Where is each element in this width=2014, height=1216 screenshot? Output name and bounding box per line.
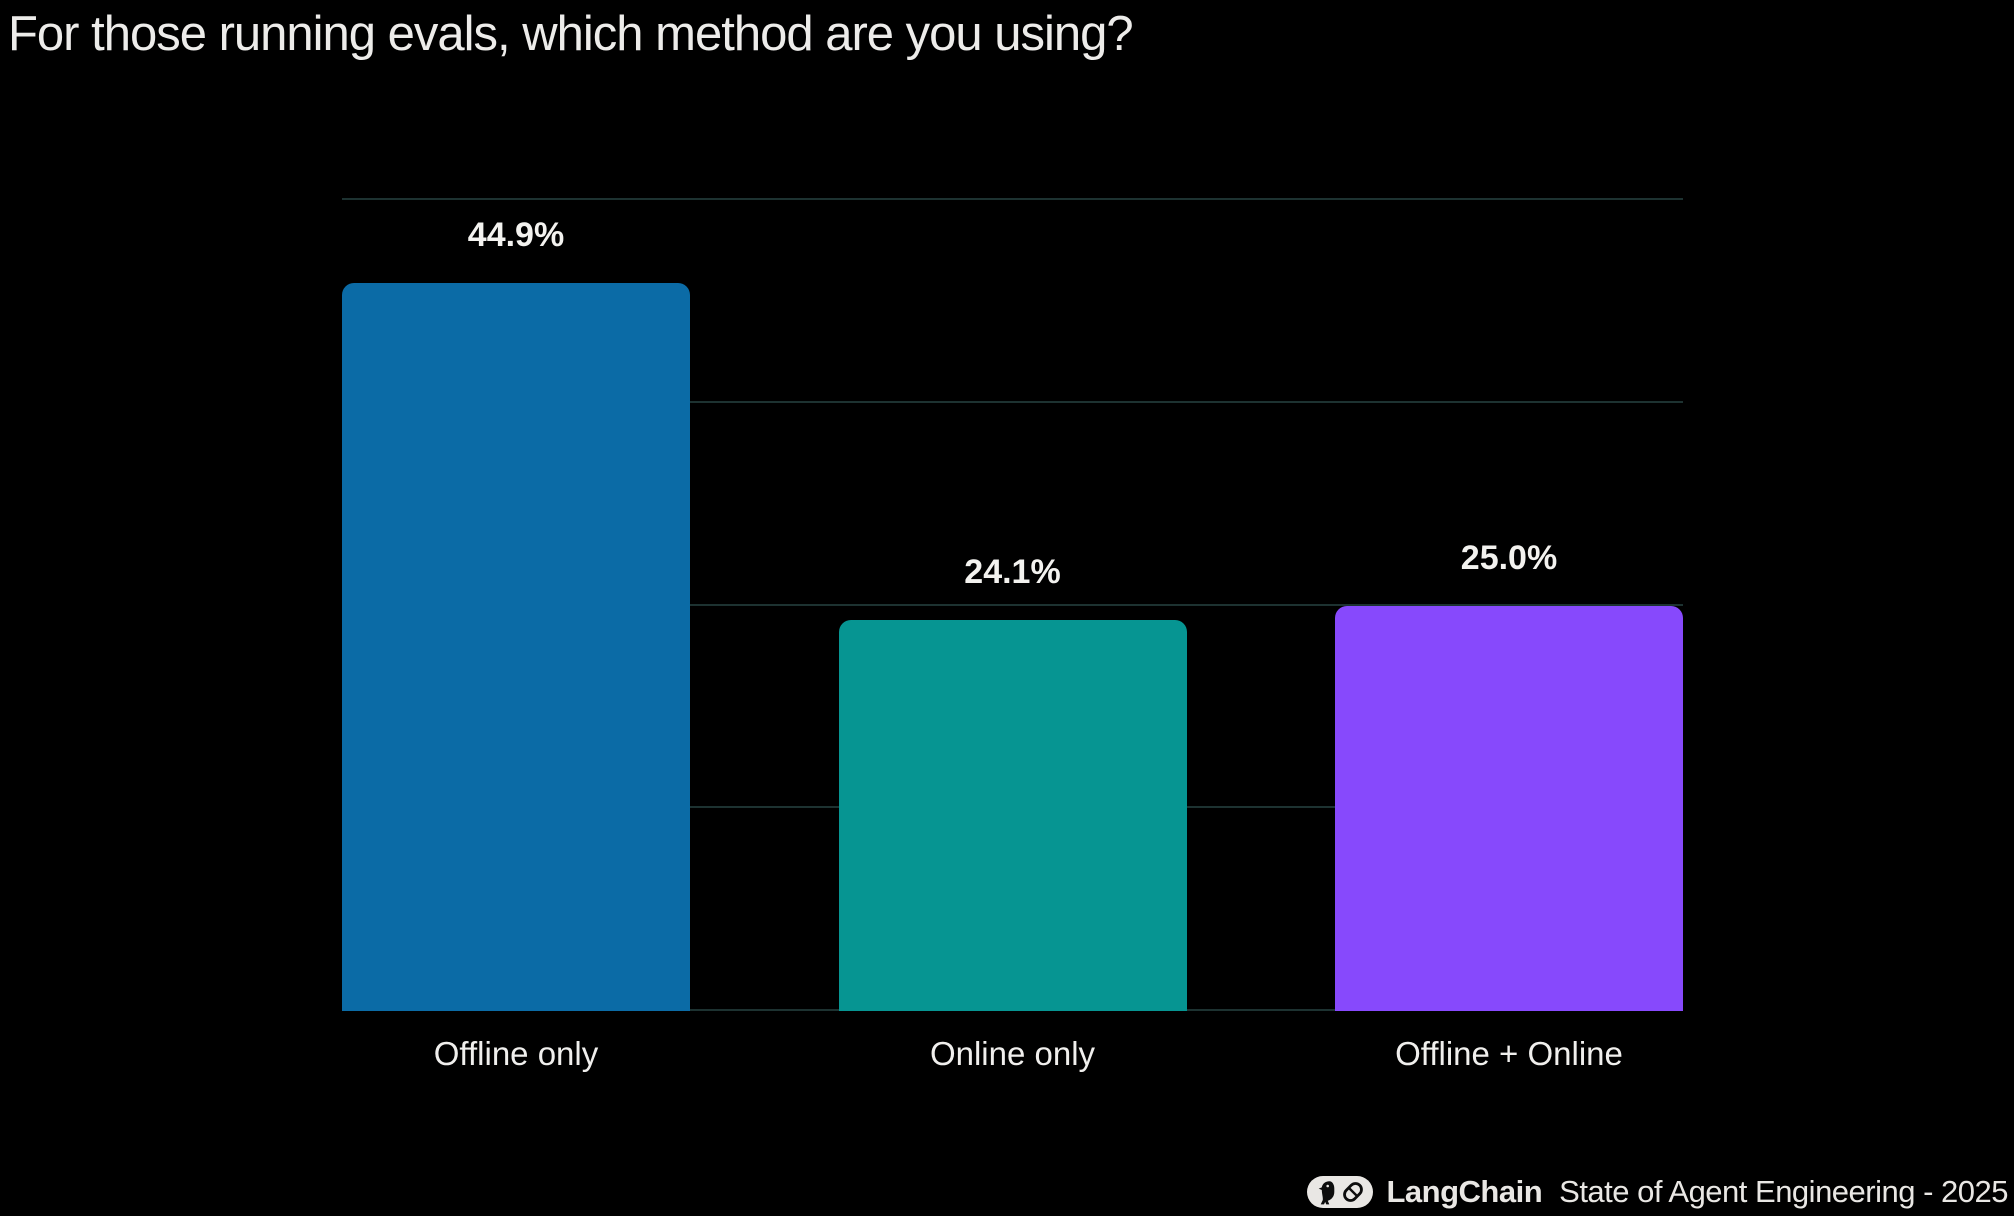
bar-offline-only bbox=[342, 282, 690, 1011]
footer: LangChain State of Agent Engineering - 2… bbox=[1307, 1172, 2008, 1212]
value-label-offline-online: 25.0% bbox=[1460, 538, 1558, 577]
bar-group-offline-online: 25.0% Offline + Online bbox=[1335, 200, 1683, 1072]
value-label-online-only: 24.1% bbox=[964, 553, 1061, 592]
bar-online-only bbox=[838, 620, 1187, 1011]
value-label-offline-only: 44.9% bbox=[467, 215, 565, 254]
category-label-online-only: Online only bbox=[929, 1035, 1096, 1072]
category-label-offline-only: Offline only bbox=[433, 1035, 599, 1072]
gridline-25 bbox=[342, 603, 1683, 606]
gridline-37.5 bbox=[342, 400, 1683, 403]
langchain-logo-icon bbox=[1307, 1176, 1374, 1208]
bar-offline-online bbox=[1335, 605, 1683, 1011]
report-title: State of Agent Engineering - 2025 bbox=[1559, 1174, 2008, 1209]
brand-name: LangChain bbox=[1386, 1174, 1543, 1209]
bar-group-offline-only: 44.9% Offline only bbox=[342, 200, 690, 1072]
bar-group-online-only: 24.1% Online only bbox=[838, 200, 1187, 1072]
page-title: For those running evals, which method ar… bbox=[8, 7, 1134, 61]
gridline-50 bbox=[342, 198, 1683, 200]
parrot-icon bbox=[1319, 1181, 1335, 1205]
category-label-offline-online: Offline + Online bbox=[1395, 1035, 1623, 1072]
chain-link-icon bbox=[1343, 1182, 1364, 1202]
bar-chart: 44.9% Offline only 24.1% Online only 25.0% Of… bbox=[342, 198, 1683, 1072]
logo-pill bbox=[1307, 1176, 1374, 1208]
bars: 44.9% Offline only 24.1% Online only 25.0% Of… bbox=[342, 200, 1683, 1072]
